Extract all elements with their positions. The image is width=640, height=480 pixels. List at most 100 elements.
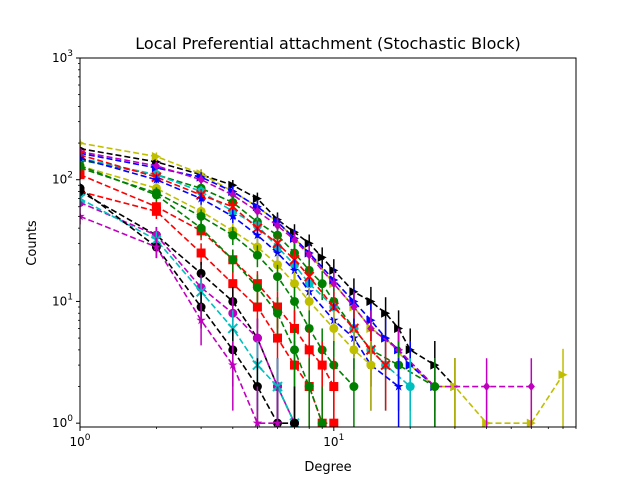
data-point <box>228 255 238 265</box>
data-point <box>304 382 314 392</box>
data-point <box>151 190 161 200</box>
data-point <box>151 242 162 252</box>
data-point <box>349 382 359 392</box>
data-point <box>289 418 299 427</box>
data-point <box>330 279 338 289</box>
series-line <box>80 165 372 366</box>
data-point <box>195 286 207 298</box>
series-line <box>80 190 334 424</box>
y-tick-label: 100 <box>52 414 73 430</box>
data-point <box>273 333 283 343</box>
data-point <box>317 360 327 370</box>
data-point <box>80 193 86 204</box>
data-point <box>381 308 391 318</box>
data-point <box>273 221 282 231</box>
data-point <box>527 382 535 392</box>
data-point <box>151 206 161 216</box>
x-axis-label: Degree <box>304 460 351 475</box>
series-line <box>80 173 335 387</box>
data-point <box>196 223 206 233</box>
data-point <box>151 152 161 162</box>
series-13 <box>80 161 327 427</box>
x-axis: 100 101 <box>69 427 577 449</box>
y-tick-label: 103 <box>52 49 73 65</box>
y-tick-label: 101 <box>52 292 73 308</box>
chart-title: Local Preferential attachment (Stochasti… <box>135 34 520 53</box>
data-point <box>252 418 263 427</box>
data-point <box>196 315 206 325</box>
data-point <box>252 283 262 293</box>
data-point <box>228 279 238 289</box>
series-line <box>80 157 400 388</box>
data-point <box>228 180 238 190</box>
data-point <box>252 230 263 240</box>
data-point <box>252 333 262 343</box>
y-axis: 100 101 102 103 <box>52 49 80 430</box>
data-point <box>329 323 339 333</box>
data-point <box>253 206 262 216</box>
data-point <box>317 252 327 262</box>
data-point <box>350 302 358 312</box>
data-point <box>273 272 283 282</box>
data-point <box>304 271 315 282</box>
data-point <box>289 296 299 306</box>
data-point <box>227 323 239 334</box>
x-tick-label: 100 <box>69 433 90 449</box>
series-line <box>80 159 436 388</box>
data-point <box>366 360 376 370</box>
data-point <box>317 279 327 289</box>
data-point <box>317 418 327 427</box>
plot-area <box>80 139 568 427</box>
data-point <box>393 381 404 391</box>
plot-frame <box>79 57 577 428</box>
series-line <box>80 215 278 424</box>
data-point <box>273 308 283 318</box>
data-point <box>289 279 299 289</box>
data-point <box>252 302 262 312</box>
data-point <box>380 359 391 371</box>
data-point <box>304 345 314 355</box>
data-point <box>290 235 299 245</box>
y-axis-label: Counts <box>25 220 40 266</box>
data-point <box>252 250 262 260</box>
data-point <box>366 296 376 306</box>
y-tick-label: 102 <box>52 171 73 187</box>
data-point <box>196 268 206 278</box>
data-point <box>80 140 85 146</box>
data-point <box>304 296 314 306</box>
data-point <box>80 153 85 163</box>
data-point <box>227 201 239 212</box>
data-point <box>196 211 206 221</box>
series-10 <box>80 163 359 427</box>
data-point <box>252 194 262 204</box>
data-point <box>80 183 85 193</box>
data-point <box>289 345 299 355</box>
data-point <box>80 161 85 171</box>
data-point <box>349 345 359 355</box>
data-point <box>329 418 339 427</box>
data-point <box>197 175 205 185</box>
data-point <box>483 382 491 392</box>
data-point <box>405 382 415 392</box>
data-point <box>430 382 440 392</box>
data-point <box>228 360 238 370</box>
series-18 <box>80 209 283 427</box>
data-point <box>151 174 162 184</box>
data-point <box>558 370 568 380</box>
data-point <box>196 193 206 203</box>
data-point <box>228 211 238 221</box>
data-point <box>289 265 300 275</box>
data-point <box>80 170 85 180</box>
data-point <box>228 230 238 240</box>
x-tick-label: 101 <box>323 433 344 449</box>
data-point <box>229 190 237 200</box>
data-point <box>305 250 313 260</box>
data-point <box>196 248 206 258</box>
data-point <box>272 248 283 258</box>
data-point <box>152 161 161 171</box>
data-point <box>381 333 391 343</box>
data-point <box>272 418 283 427</box>
data-point <box>80 211 85 221</box>
